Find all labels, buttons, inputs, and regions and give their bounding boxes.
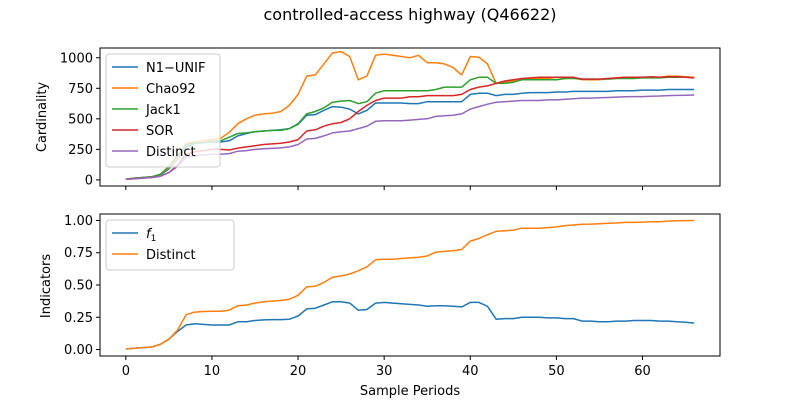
top-series-line-3 (125, 75, 695, 181)
x-tick-label: 60 (634, 364, 651, 379)
bottom-series-line-1 (125, 219, 695, 350)
top-y-axis-label: Cardinality (35, 82, 50, 153)
x-axis-label: Sample Periods (360, 384, 460, 399)
top-series-line-0 (125, 88, 695, 181)
top-legend-label: Distinct (146, 145, 196, 160)
bottom-legend-label: Distinct (146, 248, 196, 263)
top-legend-label: N1−UNIF (146, 61, 205, 76)
bottom-y-axis-label: Indicators (39, 254, 54, 318)
top-plot-frame (99, 47, 721, 187)
bottom-series-line-0 (125, 301, 695, 350)
x-tick-label: 20 (290, 364, 307, 379)
x-tick-label: 0 (122, 364, 130, 379)
bottom-legend-label: f1 (146, 227, 156, 244)
top-legend-label: Jack1 (145, 103, 181, 118)
bottom-panel: 0 10 20 30 40 50 60 0.00 0.25 0.50 0.75 1.00 Indica… (39, 213, 721, 399)
bottom-y-tick-label: 0.50 (64, 279, 93, 294)
top-legend: N1−UNIF Chao92 Jack1 SOR Distinct (105, 53, 221, 168)
bottom-y-tick-label: 0.00 (64, 343, 93, 358)
top-legend-label: SOR (146, 124, 174, 139)
top-y-tick-label: 500 (68, 112, 93, 127)
top-legend-box (105, 53, 221, 168)
x-tick-label: 50 (548, 364, 565, 379)
top-y-tick-label: 250 (68, 143, 93, 158)
top-panel: 0 250 500 750 1000 Cardinality N1−UNIF Chao92… (35, 47, 721, 190)
chart-title: controlled-access highway (Q46622) (264, 5, 557, 24)
top-legend-label: Chao92 (146, 82, 196, 97)
x-tick-label: 10 (204, 364, 221, 379)
top-series-line-4 (125, 94, 695, 181)
bottom-y-tick-label: 0.25 (64, 311, 93, 326)
bottom-y-tick-label: 1.00 (64, 214, 93, 229)
bottom-legend: f1 Distinct (105, 219, 235, 271)
x-tick-label: 30 (376, 364, 393, 379)
top-y-tick-label: 0 (85, 173, 93, 188)
x-tick-label: 40 (462, 364, 479, 379)
bottom-y-tick-label: 0.75 (64, 246, 93, 261)
top-y-tick-label: 1000 (60, 51, 93, 66)
top-y-tick-label: 750 (68, 82, 93, 97)
